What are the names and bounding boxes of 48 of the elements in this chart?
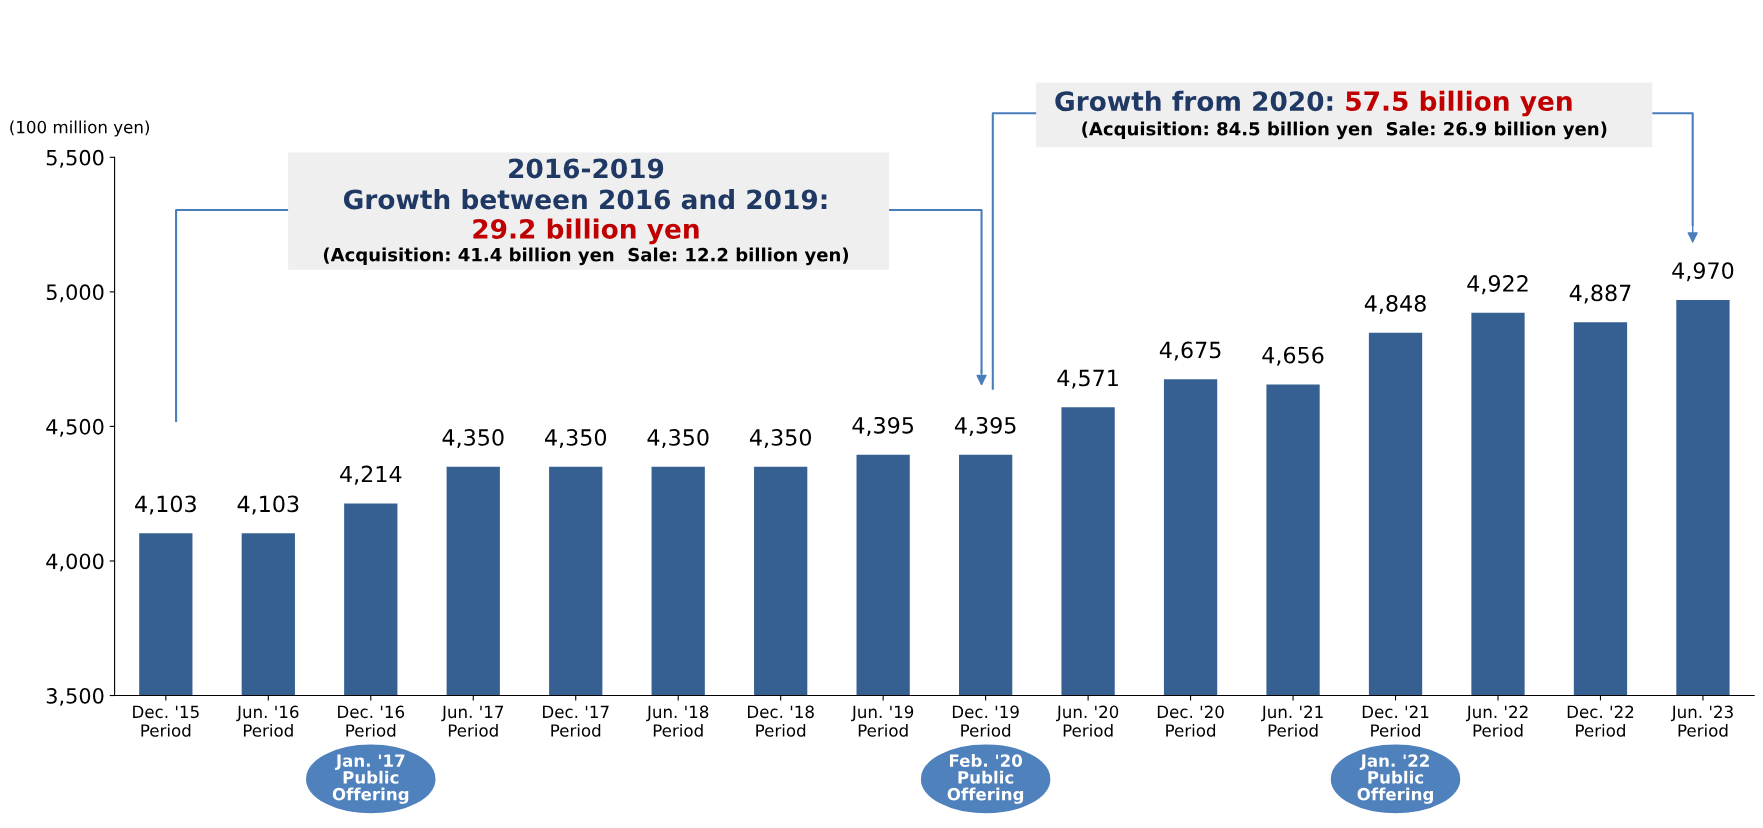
text: Growth from 2020: <box>1055 90 1333 112</box>
text: Jan. '22 Public Offering <box>1357 754 1433 804</box>
text: (Acquisition: 84.5 billion yen Sale: 26.9 billion yen) <box>1082 121 1607 140</box>
data-label: 4,675 <box>1159 341 1221 361</box>
data-label: 4,395 <box>852 416 914 436</box>
annotation: Growth between 2016 and 2019: <box>343 188 827 210</box>
y-tick-label: 4,000 <box>46 553 104 572</box>
data-label: 4,922 <box>1467 275 1528 295</box>
x-tick-label: Dec. '20 Period <box>1157 705 1224 737</box>
data-label: 4,103 <box>135 495 196 515</box>
data-label: 4,848 <box>1364 294 1426 315</box>
x-tick-label: Jun. '19 Period <box>851 705 914 737</box>
data-label: 4,350 <box>647 429 709 449</box>
annotation: 29.2 billion yen <box>473 218 699 245</box>
x-tick-label: Dec. '21 Period <box>1362 705 1429 737</box>
x-tick-label: Jun. '23 Period <box>1670 705 1733 737</box>
y-axis-title: (100 million yen) <box>10 120 149 137</box>
data-label: 4,970 <box>1672 262 1734 282</box>
x-tick-label: Jun. '22 Period <box>1465 705 1528 737</box>
y-tick-label: 5,500 <box>46 149 104 168</box>
x-tick-label: Jun. '17 Period <box>441 705 504 737</box>
x-tick-label: Dec. '22 Period <box>1567 705 1634 737</box>
x-tick-label: Dec. '17 Period <box>543 705 609 737</box>
annotation: (Acquisition: 41.4 billion yen Sale: 12.2 billion yen) <box>323 247 849 266</box>
data-label: 4,350 <box>442 429 504 449</box>
y-tick-label: 3,500 <box>46 687 104 706</box>
y-tick-label: 4,500 <box>46 418 104 437</box>
text: Feb. '20 Public Offering <box>947 754 1024 804</box>
data-label: 4,214 <box>340 465 402 485</box>
x-tick-label: Jun. '18 Period <box>646 705 709 737</box>
x-tick-label: Jun. '16 Period <box>236 705 299 737</box>
x-tick-label: Jun. '21 Period <box>1260 705 1323 737</box>
data-label: 4,887 <box>1569 284 1631 304</box>
x-tick-label: Dec. '19 Period <box>952 705 1019 737</box>
data-label: 4,571 <box>1057 369 1118 389</box>
data-label: 4,350 <box>749 429 812 449</box>
data-label: 4,350 <box>545 429 607 449</box>
y-tick-label: 5,000 <box>46 284 104 303</box>
x-tick-label: Jun. '20 Period <box>1056 705 1119 737</box>
text: Jan. '17 Public Offering <box>332 754 409 804</box>
text: 57.5 billion yen <box>1346 90 1572 117</box>
x-tick-label: Dec. '16 Period <box>338 705 405 737</box>
annotation: 2016-2019 <box>509 158 664 179</box>
data-label: 4,656 <box>1262 346 1324 366</box>
data-label: 4,395 <box>954 416 1016 436</box>
data-label: 4,103 <box>237 495 299 515</box>
x-tick-label: Dec. '18 Period <box>748 705 814 737</box>
x-tick-label: Dec. '15 Period <box>133 705 199 737</box>
